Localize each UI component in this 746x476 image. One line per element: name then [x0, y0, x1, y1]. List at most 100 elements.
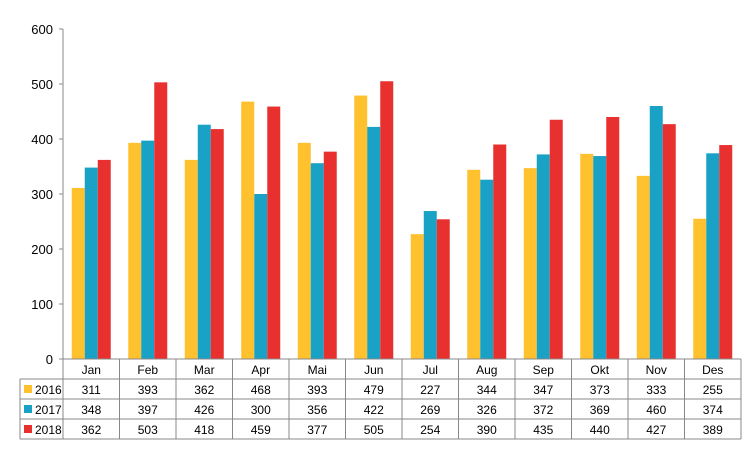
- bar-2017-Nov: [649, 106, 663, 359]
- bar-2017-Jan: [84, 167, 98, 359]
- table-cell-value: 468: [251, 383, 271, 397]
- bar-2016-Sep: [523, 168, 537, 359]
- y-tick-label: 600: [31, 22, 53, 37]
- bar-2016-Des: [693, 218, 707, 359]
- table-cell-value: 435: [533, 423, 553, 437]
- table-cell-value: 459: [251, 423, 271, 437]
- y-tick-label: 500: [31, 77, 53, 92]
- bars: [71, 81, 733, 360]
- x-tick-label: Nov: [646, 363, 667, 377]
- legend-label: 2016: [35, 383, 62, 397]
- table-cell-value: 326: [477, 403, 497, 417]
- table-cell-value: 377: [307, 423, 327, 437]
- table-cell-value: 460: [646, 403, 666, 417]
- table-cell-value: 227: [420, 383, 440, 397]
- bar-2018-Nov: [662, 124, 676, 360]
- x-tick-label: Jan: [82, 363, 101, 377]
- table-cell-value: 393: [138, 383, 158, 397]
- x-tick-label: Apr: [251, 363, 270, 377]
- bar-2018-Jul: [436, 219, 450, 359]
- table-cell-value: 505: [364, 423, 384, 437]
- bar-2017-Jul: [423, 211, 437, 359]
- table-cell-value: 269: [420, 403, 440, 417]
- bar-2016-Okt: [580, 153, 594, 359]
- bar-2018-Aug: [493, 144, 507, 359]
- legend-key-2016: [24, 385, 32, 393]
- bar-2016-Apr: [241, 101, 255, 359]
- y-tick-label: 100: [31, 297, 53, 312]
- x-tick-label: Sep: [533, 363, 555, 377]
- table-cell-value: 348: [81, 403, 101, 417]
- bar-2018-Mai: [323, 151, 337, 359]
- x-tick-label: Feb: [137, 363, 158, 377]
- bar-2016-Mai: [297, 142, 311, 359]
- x-tick-label: Jun: [364, 363, 383, 377]
- y-tick-label: 200: [31, 242, 53, 257]
- table-cell-value: 390: [477, 423, 497, 437]
- bar-2016-Jun: [354, 95, 368, 360]
- x-tick-label: Jul: [423, 363, 438, 377]
- legend-label: 2018: [35, 423, 62, 437]
- table-cell-value: 369: [590, 403, 610, 417]
- y-axis: 0 100 200 300 400 500 600: [31, 22, 64, 367]
- bar-2018-Jun: [380, 81, 394, 359]
- bar-2017-Aug: [480, 179, 494, 359]
- x-axis: Jan Feb Mar Apr Mai Jun Jul Aug Sep Okt Nov Des: [63, 358, 741, 377]
- x-tick-label: Des: [702, 363, 723, 377]
- bar-2017-Jun: [367, 126, 381, 360]
- bar-2017-Mai: [310, 163, 324, 359]
- bar-2017-Feb: [141, 140, 155, 359]
- bar-2017-Mar: [197, 124, 211, 359]
- legend-key-2018: [24, 425, 32, 433]
- table-cell-value: 344: [477, 383, 497, 397]
- table-cell-value: 397: [138, 403, 158, 417]
- table-cell-value: 347: [533, 383, 553, 397]
- legend-label: 2017: [35, 403, 62, 417]
- data-table: 2016 311 393 362 468 393 479 227 344 347 373 333 255…: [19, 359, 742, 440]
- bar-2016-Feb: [128, 142, 142, 359]
- bar-2016-Nov: [636, 175, 650, 359]
- bar-2018-Okt: [606, 117, 620, 359]
- table-cell-value: 373: [590, 383, 610, 397]
- y-tick-label: 400: [31, 132, 53, 147]
- bar-2016-Jul: [410, 234, 424, 359]
- table-cell-value: 393: [307, 383, 327, 397]
- y-tick-label: 300: [31, 187, 53, 202]
- table-cell-value: 311: [82, 383, 101, 397]
- bar-2017-Des: [706, 153, 720, 359]
- table-cell-value: 427: [646, 423, 666, 437]
- table-cell-value: 372: [533, 403, 553, 417]
- table-cell-value: 389: [703, 423, 723, 437]
- table-cell-value: 300: [251, 403, 271, 417]
- bar-2017-Okt: [593, 156, 607, 359]
- legend-key-2017: [24, 405, 32, 413]
- table-cell-value: 503: [138, 423, 158, 437]
- bar-2018-Apr: [267, 106, 281, 359]
- table-cell-value: 362: [194, 383, 214, 397]
- bar-2017-Sep: [536, 154, 550, 359]
- bar-2018-Sep: [549, 119, 563, 359]
- bar-2016-Jan: [71, 187, 85, 359]
- table-cell-value: 362: [81, 423, 101, 437]
- y-tick-label: 0: [46, 352, 53, 367]
- table-cell-value: 356: [307, 403, 327, 417]
- x-tick-label: Mar: [194, 363, 215, 377]
- bar-2018-Des: [719, 145, 733, 359]
- table-cell-value: 374: [703, 403, 723, 417]
- bar-2018-Mar: [210, 129, 224, 359]
- bar-2016-Mar: [184, 159, 198, 359]
- bar-2018-Feb: [154, 82, 168, 359]
- table-cell-value: 440: [590, 423, 610, 437]
- bar-2017-Apr: [254, 194, 268, 359]
- bar-2016-Aug: [467, 169, 481, 359]
- x-tick-label: Aug: [476, 363, 497, 377]
- bar-2018-Jan: [97, 159, 111, 359]
- table-cell-value: 422: [364, 403, 384, 417]
- table-cell-value: 333: [646, 383, 666, 397]
- x-tick-label: Okt: [590, 363, 609, 377]
- table-cell-value: 255: [703, 383, 723, 397]
- table-cell-value: 418: [194, 423, 214, 437]
- table-cell-value: 479: [364, 383, 384, 397]
- x-tick-label: Mai: [308, 363, 327, 377]
